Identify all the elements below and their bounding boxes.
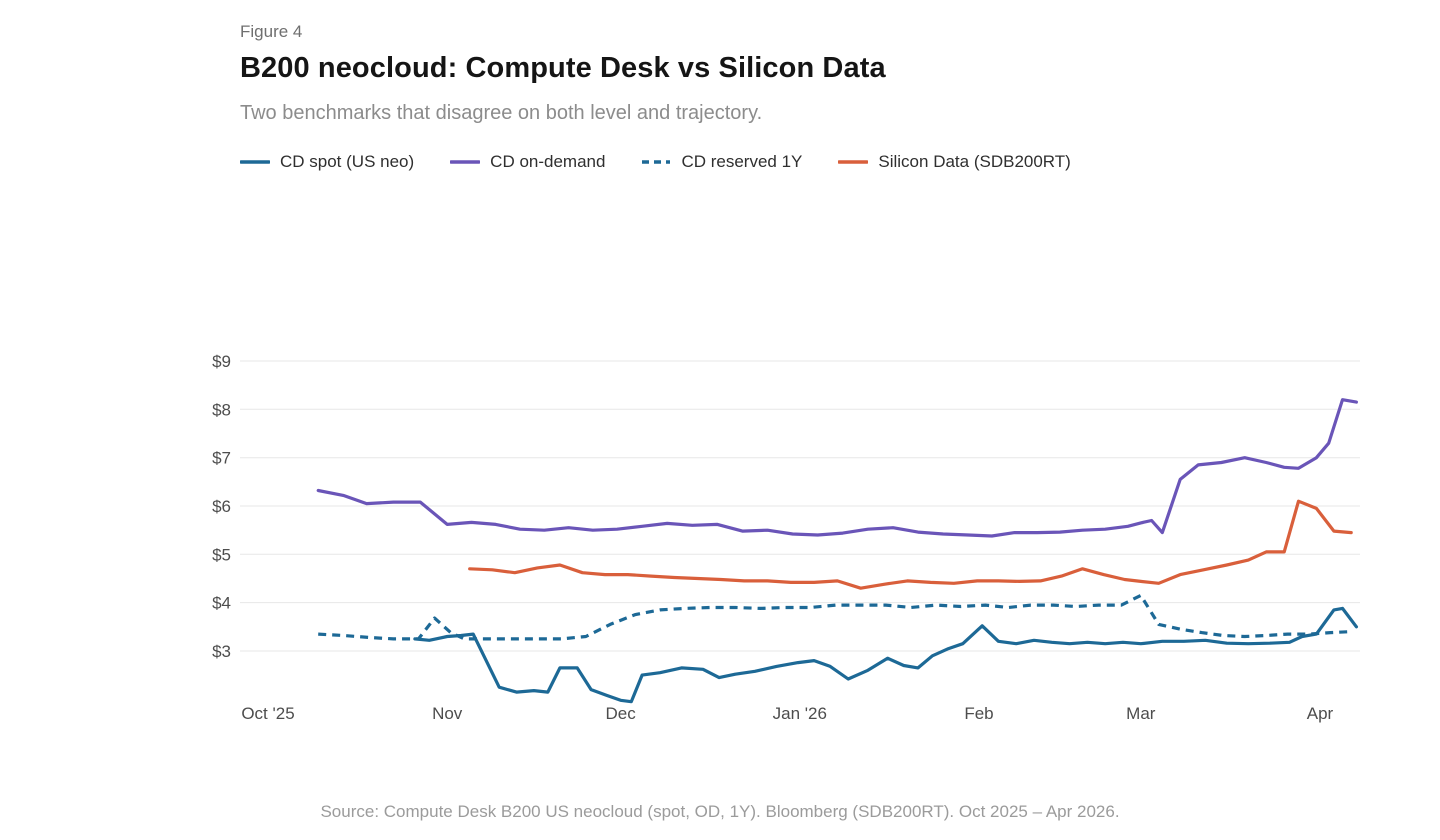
legend-label: CD spot (US neo) — [280, 152, 415, 171]
y-tick-label: $8 — [212, 400, 231, 419]
legend-item-cd-spot-us-neo: CD spot (US neo) — [240, 152, 414, 172]
x-tick-label: Nov — [432, 704, 463, 723]
legend-item-cd-reserved-1y: CD reserved 1Y — [641, 152, 802, 172]
y-tick-label: $3 — [212, 642, 231, 661]
page-title: B200 neocloud: Compute Desk vs Silicon D… — [240, 52, 886, 84]
x-tick-label: Dec — [605, 704, 636, 723]
source-note: Source: Compute Desk B200 US neocloud (s… — [320, 802, 1120, 821]
y-tick-label: $7 — [212, 449, 231, 468]
figure-label: Figure 4 — [240, 22, 303, 41]
y-tick-label: $4 — [212, 594, 231, 613]
x-tick-label: Apr — [1307, 704, 1334, 723]
legend-swatch-cd-on-demand-icon — [450, 160, 481, 164]
gridlines — [240, 360, 1360, 652]
legend-label: CD reserved 1Y — [681, 152, 803, 171]
chart-subtitle: Two benchmarks that disagree on both lev… — [240, 102, 763, 124]
legend-swatch-cd-spot-us-neo-icon — [240, 160, 270, 164]
legend-swatch-cd-reserved-1y-icon — [642, 160, 671, 164]
series-line-cd-on-demand — [316, 398, 1359, 538]
legend-item-silicon-data-sdb200rt: Silicon Data (SDB200RT) — [838, 152, 1071, 172]
series-line-cd-reserved-1y — [318, 593, 1352, 641]
y-tick-label: $6 — [212, 497, 231, 516]
legend-item-cd-on-demand: CD on-demand — [450, 152, 605, 172]
x-tick-label: Feb — [964, 704, 993, 723]
legend-label: CD on-demand — [490, 152, 606, 171]
legend-swatch-silicon-data-sdb200rt-icon — [838, 160, 869, 164]
legend-label: Silicon Data (SDB200RT) — [878, 152, 1071, 171]
axis-labels: $3 $4 $5 $6 $7 $8 $9 Oct '25 Nov Dec Jan '26 Feb Mar… — [212, 352, 1333, 723]
series-line-cd-spot-us-neo — [413, 606, 1359, 704]
y-tick-label: $5 — [212, 545, 231, 564]
y-tick-label: $9 — [212, 352, 231, 371]
series-line-silicon-data-sdb200rt — [468, 499, 1353, 590]
x-tick-label: Oct '25 — [241, 704, 294, 723]
x-tick-label: Mar — [1126, 704, 1156, 723]
x-tick-label: Jan '26 — [773, 704, 827, 723]
legend: CD spot (US neo) CD on-demand CD reserved … — [240, 152, 1071, 172]
